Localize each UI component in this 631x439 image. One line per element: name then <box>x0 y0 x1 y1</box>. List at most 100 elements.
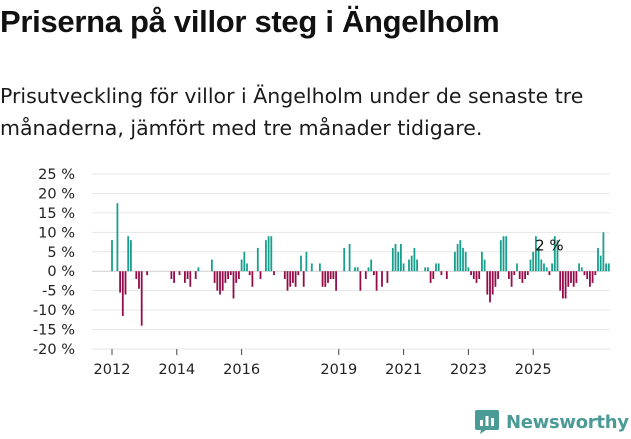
bar <box>440 271 443 276</box>
y-tick-label: -10 % <box>33 303 75 319</box>
bar <box>397 251 400 272</box>
bar <box>427 267 429 272</box>
bar <box>537 247 540 272</box>
latest-value-label: 2 % <box>535 237 564 255</box>
bar <box>273 271 275 276</box>
chart-title: Priserna på villor steg i Ängelholm <box>0 4 500 39</box>
bar <box>283 271 286 279</box>
bar <box>292 271 294 283</box>
bar <box>410 255 413 272</box>
bar <box>289 271 292 287</box>
bar <box>429 271 432 283</box>
bar <box>267 236 270 272</box>
bar <box>413 247 416 272</box>
x-tick-label: 2023 <box>450 362 487 378</box>
bar <box>505 236 508 272</box>
bar <box>602 232 605 272</box>
bar <box>130 240 132 272</box>
bar <box>359 271 362 291</box>
bar <box>246 263 248 272</box>
y-axis-ticks: 25 % 20 % 15 % 10 % 5 % 0 % -5 % -10 % -15 % -20 … <box>33 167 75 358</box>
bar <box>454 251 456 272</box>
bar <box>553 236 556 272</box>
gridlines <box>92 173 610 350</box>
bar <box>472 271 475 279</box>
annotations: 2 % <box>535 237 564 255</box>
bar <box>572 271 575 287</box>
y-tick-label: -5 % <box>42 284 75 300</box>
newsworthy-chart-logo-icon <box>475 410 499 434</box>
bar <box>243 251 246 272</box>
y-tick-label: -15 % <box>33 323 75 339</box>
y-tick-label: 25 % <box>38 167 75 183</box>
bar <box>265 240 267 272</box>
bar <box>494 271 497 287</box>
bar <box>248 271 251 276</box>
bar <box>111 240 113 272</box>
y-tick-label: 15 % <box>38 206 75 222</box>
bar <box>367 267 370 272</box>
bar <box>513 271 516 276</box>
bar <box>567 271 570 287</box>
bar <box>543 263 545 272</box>
bar <box>170 271 173 279</box>
bar <box>564 271 567 299</box>
bar <box>483 259 486 272</box>
bar <box>302 271 305 287</box>
bar <box>432 271 435 279</box>
bar <box>597 247 599 272</box>
bar <box>124 271 127 295</box>
bar <box>286 271 289 291</box>
bar <box>294 271 297 287</box>
bar <box>559 271 562 291</box>
bar <box>456 244 459 272</box>
bar <box>216 271 219 291</box>
bar <box>240 259 243 272</box>
bar <box>375 271 378 291</box>
bar <box>270 236 273 272</box>
bar <box>524 271 526 279</box>
bar-chart: 25 % 20 % 15 % 10 % 5 % 0 % -5 % -10 % -15 % -20 … <box>33 167 610 378</box>
bar <box>499 240 502 272</box>
bar <box>121 271 124 316</box>
bar <box>535 236 537 272</box>
bar <box>586 271 589 279</box>
bar <box>381 271 383 287</box>
bar <box>607 263 610 272</box>
x-tick-label: 2019 <box>320 362 357 378</box>
y-tick-label: 0 % <box>47 264 75 280</box>
bar <box>194 271 197 279</box>
bar <box>540 259 543 272</box>
bar <box>575 271 578 283</box>
bar <box>508 271 510 279</box>
bar <box>459 240 462 272</box>
bar <box>594 271 597 276</box>
bar <box>229 271 232 276</box>
bar <box>589 271 591 287</box>
bar <box>529 259 532 272</box>
bar <box>256 247 259 272</box>
bar <box>394 244 397 272</box>
bar <box>140 271 143 326</box>
x-axis-ticks: 2012 2014 2016 2019 2021 2023 2025 <box>94 349 552 378</box>
bar <box>481 251 483 272</box>
bar <box>119 271 121 293</box>
bar <box>116 203 119 272</box>
y-tick-label: -20 % <box>33 342 75 358</box>
bar <box>232 271 235 299</box>
bar <box>467 267 470 272</box>
x-tick-label: 2025 <box>515 362 552 378</box>
bar <box>197 267 200 272</box>
bar <box>416 259 418 272</box>
y-tick-label: 20 % <box>38 186 75 202</box>
bar <box>343 247 346 272</box>
bar <box>462 247 464 272</box>
bar <box>470 271 472 276</box>
y-tick-label: 10 % <box>38 225 75 241</box>
bar <box>127 236 130 272</box>
bar <box>146 271 148 276</box>
bar <box>184 271 186 283</box>
bar <box>502 236 505 272</box>
bar <box>424 267 427 272</box>
bar <box>327 271 329 283</box>
